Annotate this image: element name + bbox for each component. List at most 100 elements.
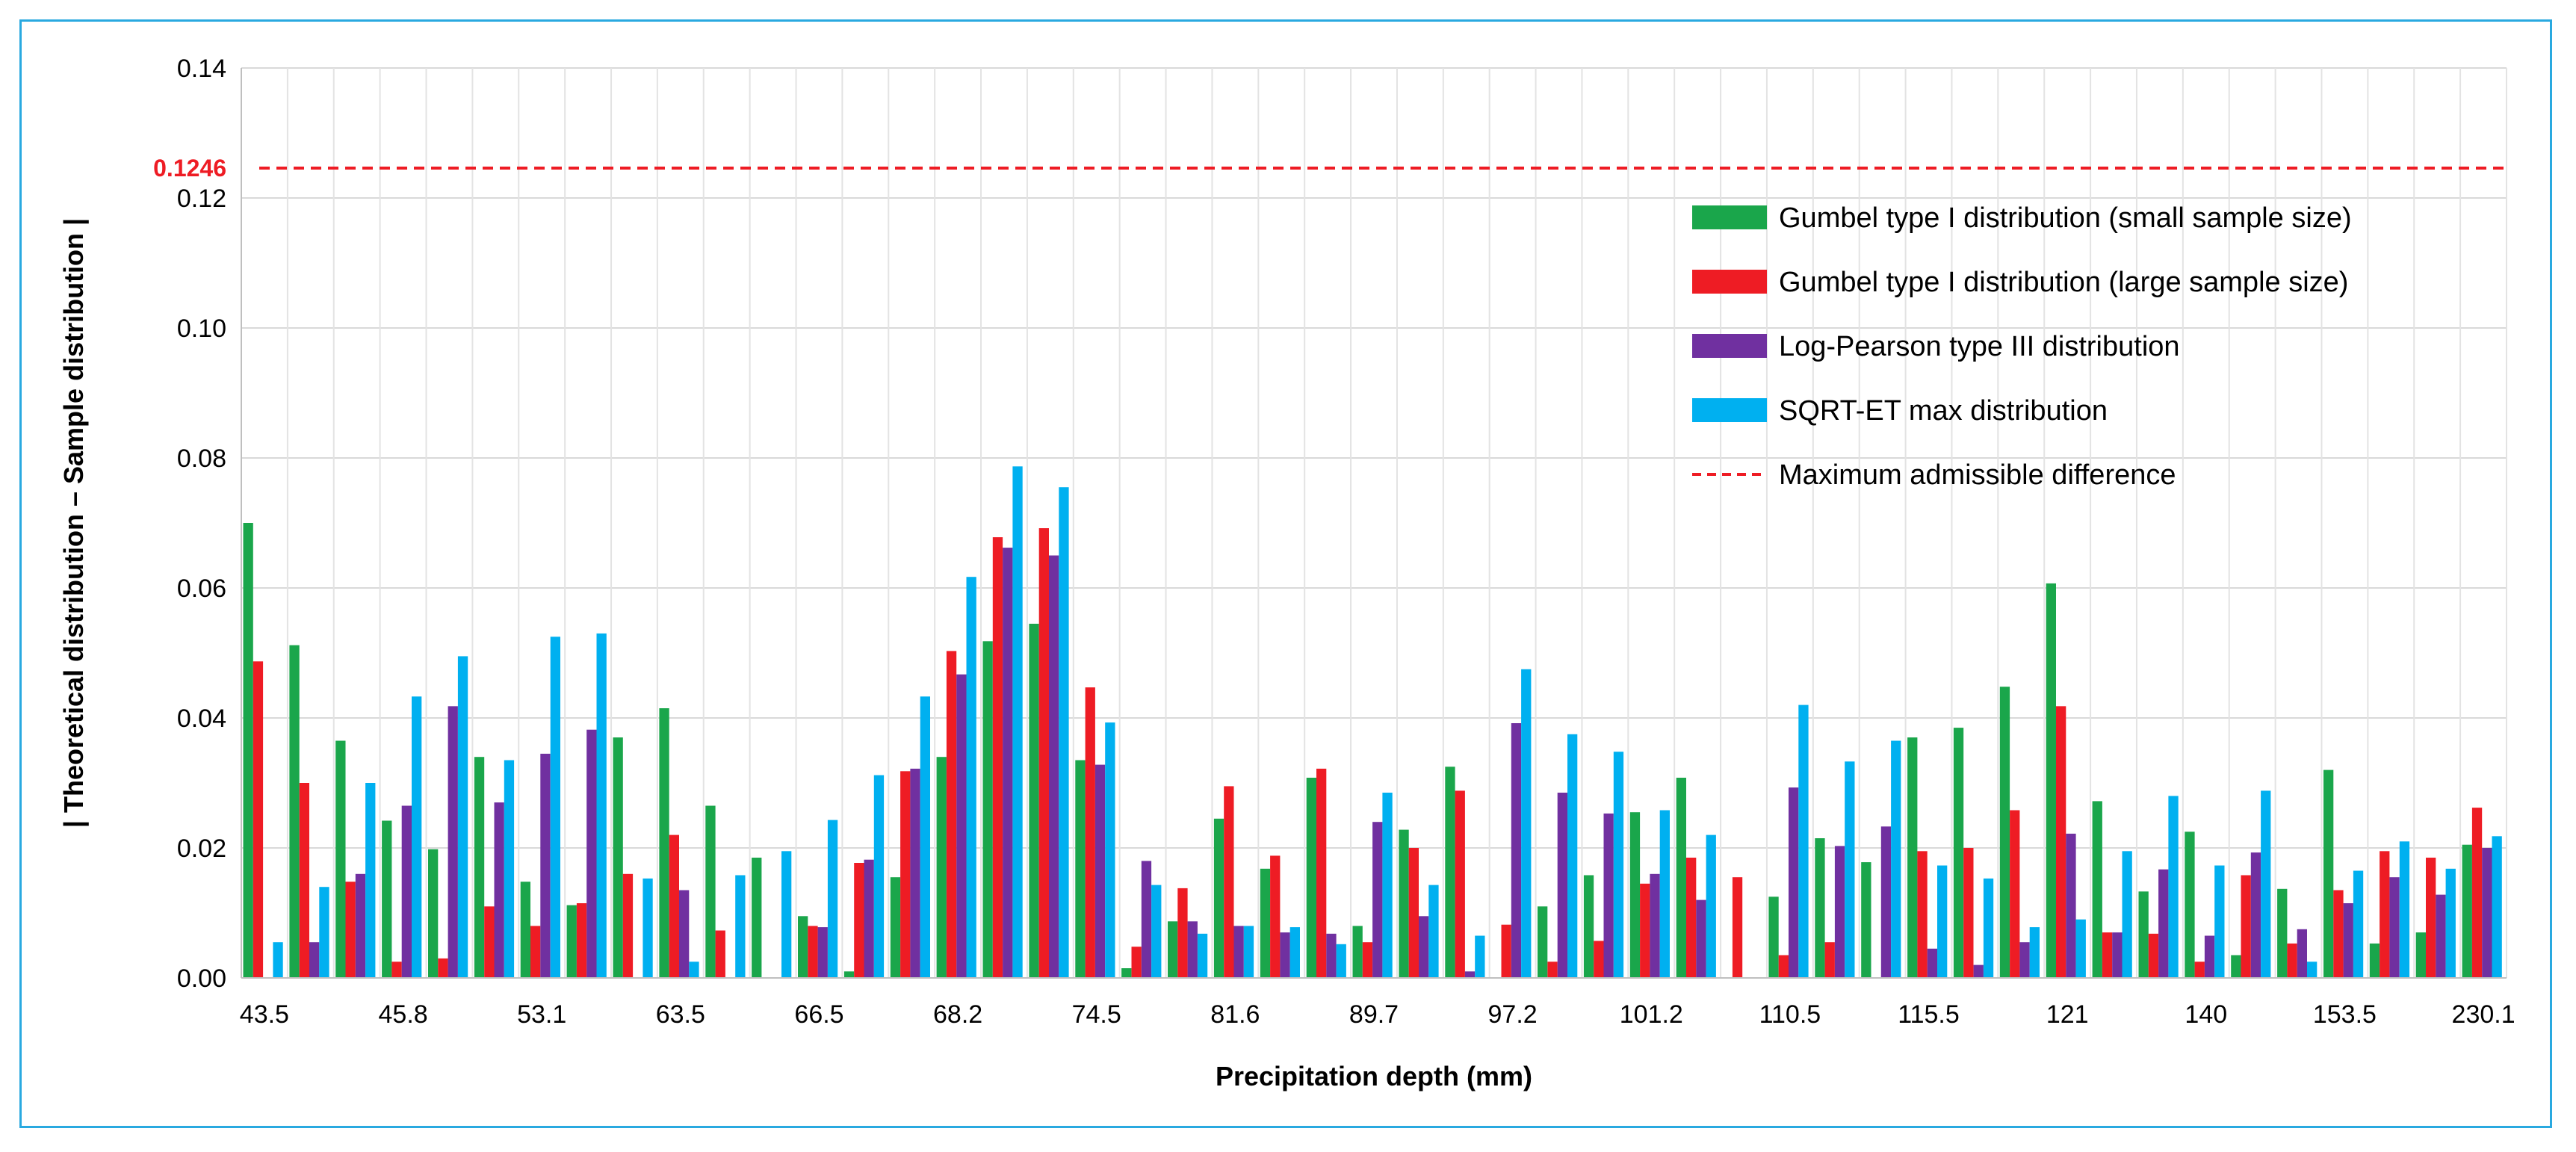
legend-swatch — [1692, 334, 1767, 358]
bar — [1953, 728, 1964, 978]
bar — [1012, 466, 1023, 978]
bar — [689, 961, 699, 979]
bar — [1049, 555, 1059, 978]
bar — [2261, 790, 2271, 978]
bar — [520, 882, 530, 978]
bar — [355, 873, 366, 978]
y-tick-labels: 0.00 0.02 0.04 0.06 0.08 0.10 0.12 0.14 — [177, 55, 226, 993]
bar — [2343, 903, 2353, 978]
bar — [910, 768, 920, 978]
bar — [752, 858, 762, 978]
bar — [936, 757, 947, 978]
bar — [659, 708, 669, 978]
bar — [1521, 669, 1532, 979]
bar — [586, 729, 597, 978]
y-tick-label: 0.02 — [177, 834, 226, 863]
bar — [2380, 851, 2390, 978]
x-axis-title: Precipitation depth (mm) — [1216, 1061, 1532, 1091]
legend-swatch — [1692, 398, 1767, 422]
bar — [1382, 793, 1393, 978]
x-tick-label: 101.2 — [1620, 1000, 1683, 1029]
bar — [2389, 877, 2400, 978]
bar — [2462, 844, 2472, 978]
bar — [1003, 548, 1013, 978]
bar — [1326, 933, 1337, 978]
bar — [1927, 948, 1937, 978]
bar — [2158, 869, 2169, 978]
bar — [1594, 941, 1604, 978]
y-tick-label: 0.08 — [177, 445, 226, 473]
bar — [1583, 875, 1594, 978]
bar — [474, 757, 485, 978]
bar — [781, 851, 792, 978]
bar — [365, 783, 376, 978]
y-axis-title: | Theoretical distribution – Sample dist… — [58, 218, 90, 828]
bar — [2075, 919, 2086, 978]
bar — [946, 651, 957, 978]
bar — [1973, 964, 1984, 978]
bar — [2019, 942, 2030, 978]
bar — [1798, 704, 1809, 978]
bar — [1834, 846, 1845, 978]
bar — [735, 875, 746, 978]
bar — [1095, 764, 1106, 978]
bar — [438, 958, 448, 978]
bar — [540, 753, 551, 978]
bar — [1306, 778, 1316, 978]
bar — [1336, 944, 1346, 978]
x-tick-label: 97.2 — [1488, 1000, 1538, 1029]
bar — [2214, 865, 2225, 978]
x-tick-label: 115.5 — [1898, 1000, 1960, 1029]
y-tick-label: 0.06 — [177, 575, 226, 603]
bar — [613, 737, 623, 978]
bar — [2277, 888, 2288, 978]
x-tick-label: 68.2 — [933, 1000, 982, 1029]
bar — [2287, 943, 2297, 978]
bar — [1629, 812, 1641, 978]
legend-swatch — [1692, 205, 1767, 229]
bar — [1547, 961, 1558, 979]
bar — [448, 706, 458, 978]
x-tick-label: 81.6 — [1210, 1000, 1260, 1029]
bar — [679, 890, 690, 978]
bar — [2168, 796, 2179, 978]
bar — [2102, 932, 2113, 978]
bar — [2185, 832, 2195, 979]
y-tick-label: 0.04 — [177, 704, 226, 733]
x-tick-label: 230.1 — [2452, 1000, 2515, 1029]
bar — [854, 863, 864, 978]
bar — [1428, 885, 1439, 978]
x-tick-label: 153.5 — [2313, 1000, 2377, 1029]
legend-label: Gumbel type I distribution (large sample… — [1779, 267, 2348, 298]
bar — [319, 887, 329, 978]
bar — [2333, 890, 2344, 978]
bar — [484, 906, 495, 978]
bar — [2231, 955, 2241, 978]
bar — [1197, 933, 1208, 978]
bar — [391, 961, 402, 979]
bar — [1686, 858, 1697, 978]
x-tick-label: 74.5 — [1072, 1000, 1121, 1029]
bar — [2194, 961, 2205, 979]
series-4 — [273, 466, 2502, 979]
bar — [1603, 813, 1614, 978]
legend-swatch — [1692, 270, 1767, 294]
bar — [1151, 885, 1162, 978]
bar — [1455, 790, 1465, 978]
bar — [1824, 942, 1835, 978]
bar — [457, 656, 468, 978]
bar — [1243, 926, 1254, 978]
bar — [412, 696, 422, 978]
bar — [622, 873, 634, 978]
bar — [1464, 971, 1476, 978]
bar — [1260, 868, 1271, 978]
bar — [1845, 761, 1855, 978]
bar — [890, 877, 901, 978]
bar — [2250, 852, 2261, 978]
bar — [956, 674, 967, 978]
bar — [2426, 858, 2436, 978]
bar — [2445, 868, 2456, 978]
bar — [335, 740, 346, 978]
bar — [1213, 818, 1224, 978]
bar — [550, 637, 560, 979]
